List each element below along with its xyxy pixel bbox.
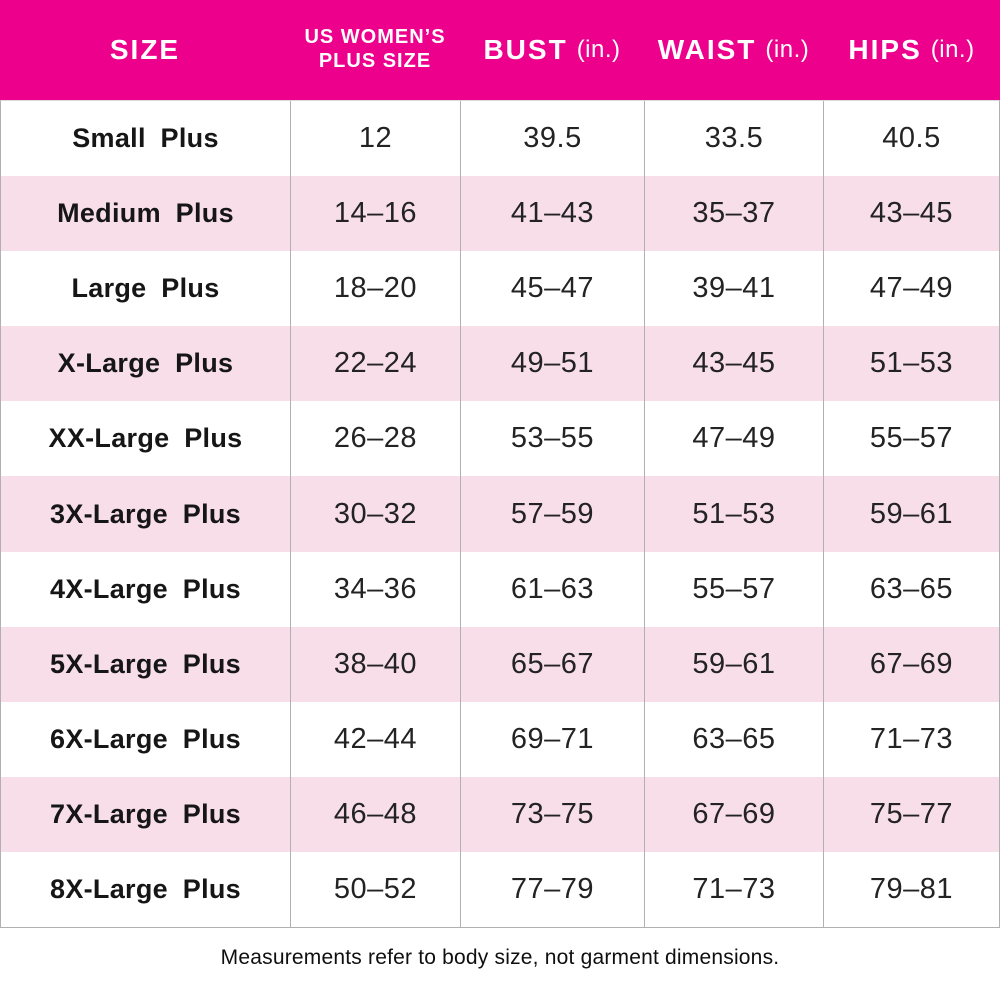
size-cell: 6X-Large Plus — [1, 701, 291, 777]
header-cell-bust: BUST (in.) — [460, 0, 644, 100]
bust-cell: 53–55 — [461, 401, 645, 477]
bust-cell: 41–43 — [461, 176, 645, 252]
us-plus-size-cell: 26–28 — [291, 401, 461, 477]
us-plus-size-cell: 30–32 — [291, 476, 461, 552]
table-row-medium-plus: Medium Plus 14–16 41–43 35–37 43–45 — [1, 176, 999, 252]
waist-cell: 51–53 — [645, 476, 824, 552]
hips-cell: 40.5 — [882, 122, 941, 155]
hips-cell: 59–61 — [869, 497, 954, 530]
waist-column-label: WAIST — [657, 34, 757, 65]
us-plus-size-cell: 12 — [291, 101, 461, 177]
bust-cell: 39.5 — [461, 101, 645, 177]
waist-cell: 55–57 — [645, 551, 824, 627]
waist-cell: 35–37 — [645, 176, 824, 252]
bust-cell: 57–59 — [461, 476, 645, 552]
bust-cell: 69–71 — [461, 701, 645, 777]
waist-unit-label: (in.) — [765, 36, 810, 63]
us-plus-size-cell: 42–44 — [291, 701, 461, 777]
us-plus-size-cell: 50–52 — [291, 851, 461, 928]
waist-cell: 67–69 — [645, 776, 824, 852]
table-header-row: SIZE US WOMEN’S PLUS SIZE BUST (in.) WAI… — [0, 0, 1000, 100]
table-row-6x-large-plus: 6X-Large Plus 42–44 69–71 63–65 71–73 — [1, 701, 999, 777]
us-plus-size-label-line2: PLUS SIZE — [318, 50, 432, 72]
header-cell-waist: WAIST (in.) — [644, 0, 823, 100]
hips-unit-label: (in.) — [930, 36, 975, 63]
table-row-3x-large-plus: 3X-Large Plus 30–32 57–59 51–53 59–61 — [1, 476, 999, 552]
table-body: Small Plus 12 39.5 33.5 40.5 Medium Plus… — [0, 100, 1000, 929]
hips-cell: 71–73 — [869, 722, 954, 755]
us-plus-size-cell: 14–16 — [291, 176, 461, 252]
hips-cell: 67–69 — [869, 647, 954, 680]
waist-cell: 33.5 — [645, 101, 824, 177]
us-plus-size-column-label: US WOMEN’S PLUS SIZE — [304, 26, 445, 73]
table-row-8x-large-plus: 8X-Large Plus 50–52 77–79 71–73 79–81 — [1, 851, 999, 928]
hips-cell: 63–65 — [869, 572, 954, 605]
bust-cell: 65–67 — [461, 626, 645, 702]
bust-cell: 49–51 — [461, 326, 645, 402]
waist-cell: 39–41 — [645, 251, 824, 327]
table-row-large-plus: Large Plus 18–20 45–47 39–41 47–49 — [1, 251, 999, 327]
size-cell: XX-Large Plus — [1, 401, 291, 477]
table-row-xx-large-plus: XX-Large Plus 26–28 53–55 47–49 55–57 — [1, 401, 999, 477]
hips-column-label: HIPS — [848, 34, 922, 65]
size-cell: 8X-Large Plus — [1, 851, 291, 928]
header-cell-size: SIZE — [0, 0, 290, 100]
hips-cell: 47–49 — [869, 272, 954, 305]
table-row-7x-large-plus: 7X-Large Plus 46–48 73–75 67–69 75–77 — [1, 776, 999, 852]
size-cell: Small Plus — [1, 101, 291, 177]
table-row-5x-large-plus: 5X-Large Plus 38–40 65–67 59–61 67–69 — [1, 626, 999, 702]
table-row-4x-large-plus: 4X-Large Plus 34–36 61–63 55–57 63–65 — [1, 551, 999, 627]
bust-cell: 45–47 — [461, 251, 645, 327]
size-cell: 4X-Large Plus — [1, 551, 291, 627]
waist-cell: 63–65 — [645, 701, 824, 777]
us-plus-size-label-line1: US WOMEN’S — [304, 26, 446, 49]
size-cell: 5X-Large Plus — [1, 626, 291, 702]
us-plus-size-cell: 18–20 — [291, 251, 461, 327]
size-cell: Large Plus — [1, 251, 291, 327]
waist-cell: 43–45 — [645, 326, 824, 402]
bust-cell: 61–63 — [461, 551, 645, 627]
header-cell-us-plus-size: US WOMEN’S PLUS SIZE — [290, 0, 460, 100]
size-column-label: SIZE — [109, 34, 181, 65]
hips-cell: 43–45 — [869, 197, 954, 230]
table-row-small-plus: Small Plus 12 39.5 33.5 40.5 — [1, 101, 999, 177]
waist-cell: 47–49 — [645, 401, 824, 477]
size-cell: 3X-Large Plus — [1, 476, 291, 552]
hips-cell: 75–77 — [869, 797, 954, 830]
us-plus-size-cell: 22–24 — [291, 326, 461, 402]
us-plus-size-cell: 34–36 — [291, 551, 461, 627]
waist-cell: 59–61 — [645, 626, 824, 702]
bust-cell: 73–75 — [461, 776, 645, 852]
waist-cell: 71–73 — [645, 851, 824, 928]
plus-size-chart: SIZE US WOMEN’S PLUS SIZE BUST (in.) WAI… — [0, 0, 1000, 970]
bust-column-label: BUST — [483, 34, 568, 65]
bust-unit-label: (in.) — [576, 36, 621, 63]
hips-cell: 51–53 — [869, 347, 954, 380]
size-cell: Medium Plus — [1, 176, 291, 252]
hips-cell: 55–57 — [869, 422, 954, 455]
bust-cell: 77–79 — [461, 851, 645, 928]
size-cell: X-Large Plus — [1, 326, 291, 402]
hips-cell: 79–81 — [869, 872, 954, 905]
measurement-footnote: Measurements refer to body size, not gar… — [220, 946, 780, 970]
header-cell-hips: HIPS (in.) — [823, 0, 1000, 100]
table-row-x-large-plus: X-Large Plus 22–24 49–51 43–45 51–53 — [1, 326, 999, 402]
us-plus-size-cell: 46–48 — [291, 776, 461, 852]
size-cell: 7X-Large Plus — [1, 776, 291, 852]
us-plus-size-cell: 38–40 — [291, 626, 461, 702]
